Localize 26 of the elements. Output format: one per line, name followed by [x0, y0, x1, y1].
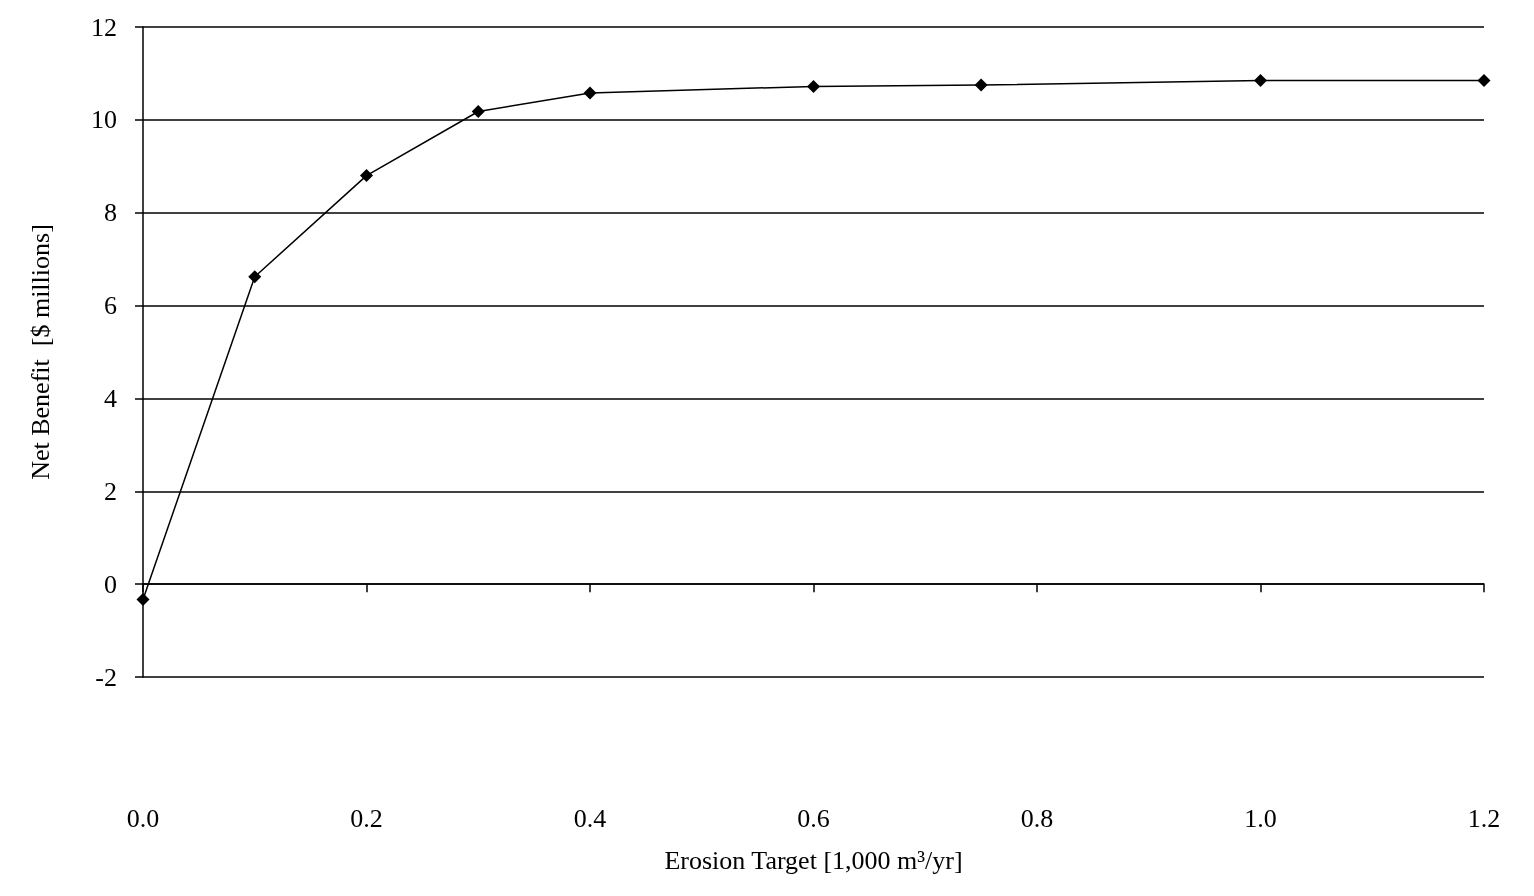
x-tick-label: 0.6 [797, 803, 830, 833]
x-tick-label: 0.2 [350, 803, 383, 833]
x-tick-label: 1.0 [1244, 803, 1277, 833]
point [807, 79, 820, 93]
y-tick-label: 10 [91, 105, 117, 135]
point [136, 592, 150, 606]
y-tick-label: 6 [104, 291, 117, 321]
x-tick-label: 0.4 [573, 803, 607, 833]
y-tick-label: -2 [95, 662, 117, 692]
x-axis-title: Erosion Target [1,000 m³/yr] [664, 845, 963, 875]
y-tick-label: 12 [91, 12, 117, 42]
y-tick-label: 0 [104, 569, 117, 599]
y-tick-label: 2 [104, 476, 117, 506]
y-axis-title: Net Benefit [$ millions] [25, 224, 55, 480]
point [974, 78, 988, 92]
x-tick-label: 0.8 [1020, 803, 1054, 833]
y-tick-label: 8 [104, 198, 117, 228]
point [248, 270, 262, 284]
y-tick-label: 4 [104, 383, 117, 413]
point [583, 86, 597, 100]
point [1254, 73, 1267, 87]
point [360, 169, 373, 183]
point [471, 105, 485, 118]
x-tick-label: 0.0 [126, 803, 160, 833]
x-tick-label: 1.2 [1467, 803, 1501, 833]
point [1477, 73, 1491, 87]
